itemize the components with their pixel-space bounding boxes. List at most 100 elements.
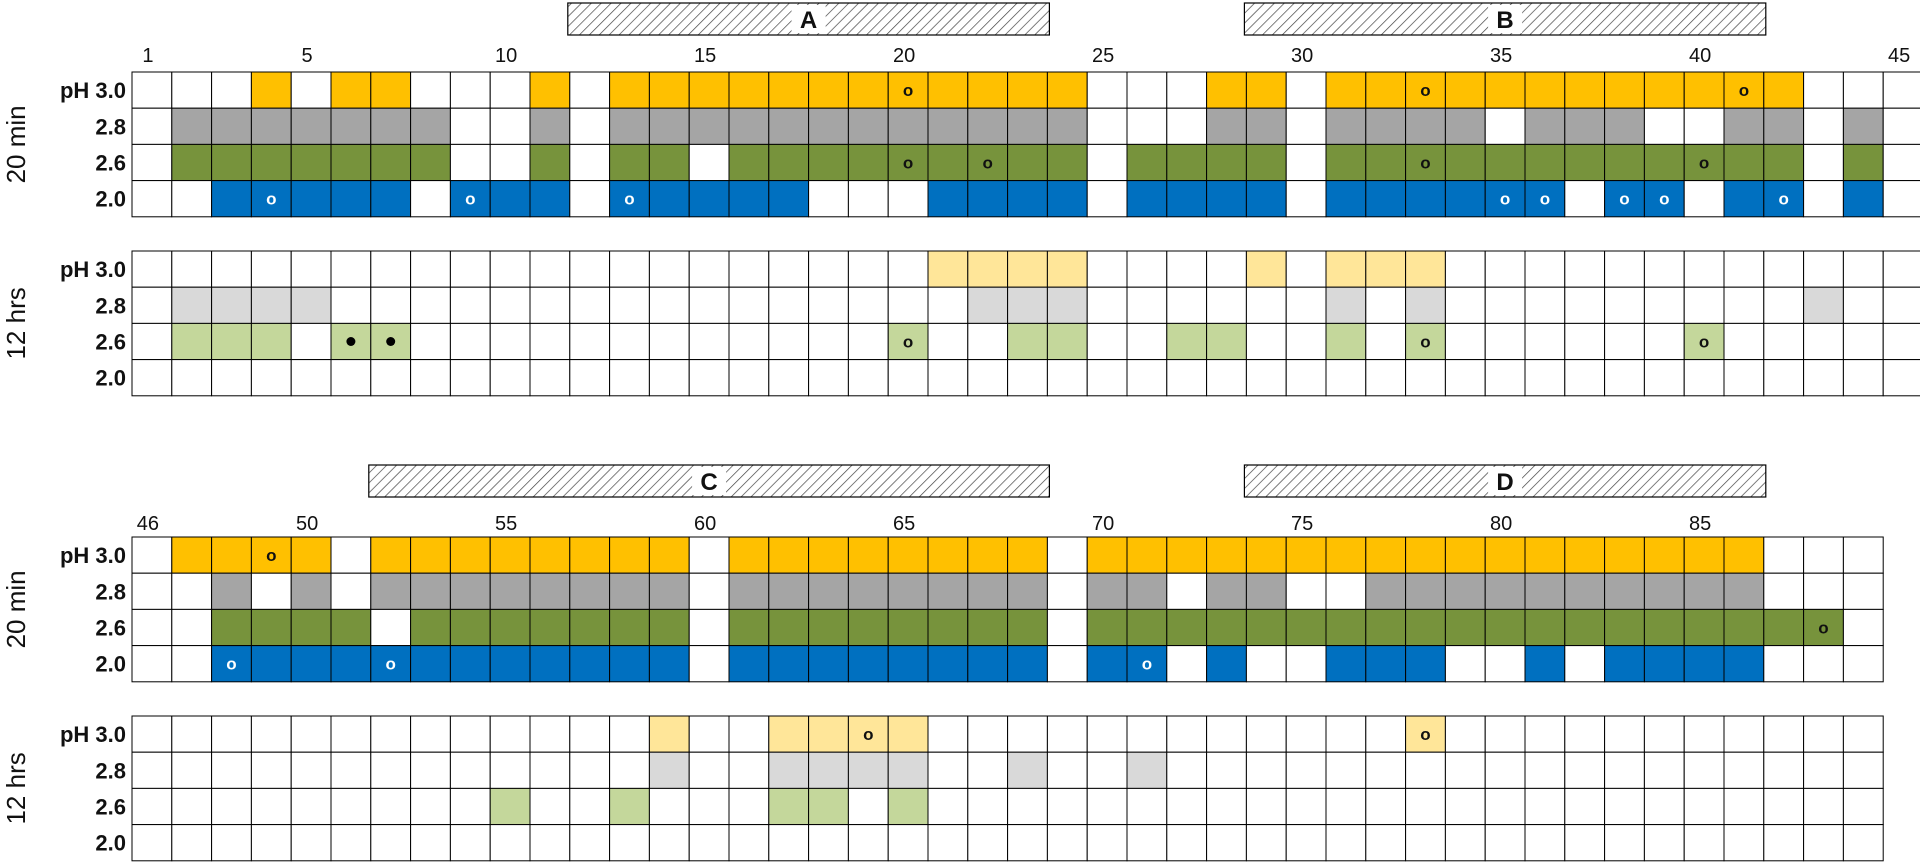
cell [927, 572, 969, 610]
cell [1007, 359, 1048, 397]
cell [967, 180, 1009, 218]
cell [1007, 715, 1048, 753]
cell [529, 143, 571, 182]
region-label-D: D [1496, 469, 1513, 496]
cell [250, 572, 292, 610]
cell [1325, 645, 1367, 683]
cell [489, 787, 531, 826]
cell [569, 250, 611, 288]
cell [1643, 787, 1685, 826]
cell [728, 751, 770, 789]
cell [847, 536, 889, 574]
row-label: 2.6 [95, 330, 126, 355]
cell [1126, 322, 1168, 361]
cell [1007, 572, 1048, 610]
cell [1245, 322, 1287, 361]
cell [768, 359, 810, 397]
cell [370, 359, 412, 397]
cell [1365, 608, 1407, 647]
cell [1444, 322, 1486, 361]
open-circle-mark: o [903, 81, 913, 100]
row-label: 2.8 [95, 293, 126, 318]
cell [648, 286, 690, 324]
cell [1444, 286, 1486, 324]
cell [648, 71, 690, 109]
cell [250, 751, 292, 789]
cell [728, 322, 770, 361]
cell [768, 322, 810, 361]
cell [489, 143, 531, 182]
cell [648, 751, 690, 789]
cell [1126, 536, 1168, 574]
cell [1763, 359, 1805, 397]
cell [1046, 715, 1088, 753]
cell [1285, 71, 1327, 109]
cell [1484, 107, 1526, 145]
cell [1444, 645, 1486, 683]
cell [1564, 645, 1606, 683]
cell [1683, 180, 1725, 218]
cell [728, 645, 770, 683]
cell [1285, 359, 1327, 397]
cell [1126, 751, 1168, 789]
row-label: 2.0 [95, 652, 126, 677]
cell [410, 787, 451, 826]
cell [1683, 536, 1725, 574]
cell [1484, 715, 1526, 753]
cell [569, 286, 611, 324]
cell [1643, 751, 1685, 789]
time-label: 12 hrs [1, 752, 31, 824]
cell [1683, 787, 1725, 826]
cell [688, 180, 730, 218]
cell [1365, 359, 1407, 397]
cell [370, 751, 412, 789]
cell [847, 751, 889, 789]
position-number: 40 [1689, 45, 1711, 67]
cell [609, 824, 650, 862]
grid-block-20-min: 20 min pH 3.0 o 2.8 2.6 o 2.0 o o o [1, 536, 1884, 683]
open-circle-mark: o [386, 655, 396, 674]
cell [1007, 143, 1048, 182]
row-label: 2.6 [95, 795, 126, 820]
cell [131, 71, 173, 109]
cell [1405, 824, 1446, 862]
cell [1365, 536, 1407, 574]
cell [887, 359, 929, 397]
cell [529, 322, 571, 361]
cell [410, 180, 451, 218]
cell [609, 107, 650, 145]
cell [609, 645, 650, 683]
cell [1524, 787, 1566, 826]
cell [171, 824, 213, 862]
open-circle-mark: o [465, 190, 475, 209]
cell [1086, 180, 1128, 218]
cell [569, 322, 611, 361]
cell [688, 71, 730, 109]
cell [211, 143, 252, 182]
cell [1007, 536, 1048, 574]
cell [927, 751, 969, 789]
cell [688, 250, 730, 288]
cell [1683, 286, 1725, 324]
cell [1842, 322, 1884, 361]
cell [1643, 286, 1685, 324]
cell [887, 608, 929, 647]
region-label-bg-A [791, 5, 826, 33]
cell [728, 143, 770, 182]
position-number: 1 [142, 45, 153, 67]
cell [171, 787, 213, 826]
cell [688, 359, 730, 397]
cell [370, 536, 412, 574]
cell [808, 250, 849, 288]
cell [1126, 715, 1168, 753]
region-label-A: A [800, 7, 817, 34]
cell [1643, 107, 1685, 145]
cell [1206, 572, 1247, 610]
cell [330, 608, 372, 647]
cell [211, 824, 252, 862]
cell [1803, 824, 1844, 862]
cell [927, 107, 969, 145]
cell [449, 107, 491, 145]
cell [688, 787, 730, 826]
cell [1444, 250, 1486, 288]
